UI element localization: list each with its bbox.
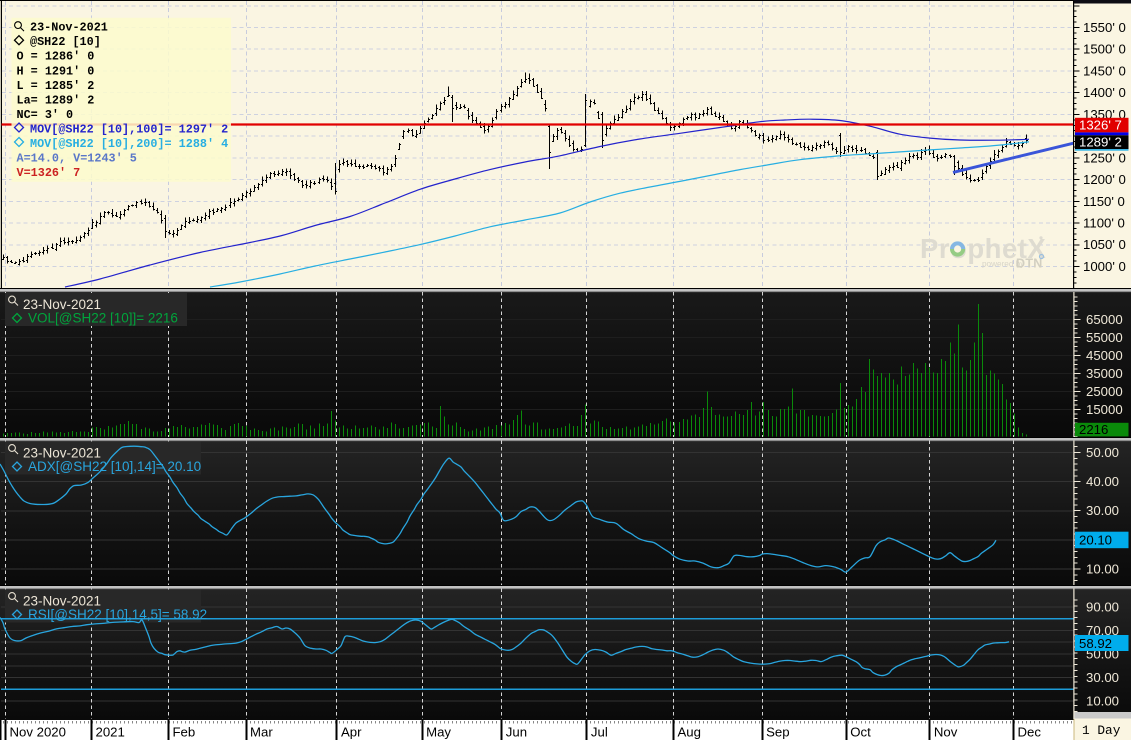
svg-text:58.92: 58.92: [1079, 636, 1112, 651]
svg-text:Feb: Feb: [173, 725, 196, 740]
svg-text:Aug: Aug: [678, 725, 701, 740]
svg-text:A=14.0, V=1243' 5: A=14.0, V=1243' 5: [17, 152, 137, 166]
svg-text:1 Day: 1 Day: [1082, 723, 1121, 738]
svg-text:NC= 3' 0: NC= 3' 0: [17, 108, 74, 122]
svg-text:10.00: 10.00: [1086, 694, 1119, 709]
svg-text:55000: 55000: [1086, 330, 1123, 345]
svg-text:23-Nov-2021: 23-Nov-2021: [23, 594, 101, 609]
svg-text:Jun: Jun: [506, 725, 527, 740]
svg-text:1400' 0: 1400' 0: [1083, 85, 1126, 100]
svg-text:Jul: Jul: [591, 725, 608, 740]
svg-text:70.00: 70.00: [1086, 623, 1119, 638]
svg-text:1326' 7: 1326' 7: [1079, 118, 1122, 133]
svg-text:23-Nov-2021: 23-Nov-2021: [23, 446, 101, 461]
svg-text:1100' 0: 1100' 0: [1083, 216, 1125, 231]
svg-text:1150' 0: 1150' 0: [1083, 194, 1125, 209]
svg-text:O = 1286' 0: O = 1286' 0: [17, 50, 95, 64]
svg-text:ADX[@SH22 [10],14]= 20.10: ADX[@SH22 [10],14]= 20.10: [28, 459, 201, 474]
svg-text:1500' 0: 1500' 0: [1083, 42, 1126, 57]
svg-text:Dec: Dec: [1018, 725, 1042, 740]
svg-text:H = 1291' 0: H = 1291' 0: [17, 64, 95, 78]
svg-text:90.00: 90.00: [1086, 600, 1119, 615]
svg-text:1050' 0: 1050' 0: [1083, 237, 1126, 252]
svg-text:ProphetX: ProphetX: [920, 233, 1046, 264]
svg-text:La= 1289' 2: La= 1289' 2: [17, 93, 95, 107]
svg-text:V=1326' 7: V=1326' 7: [17, 166, 81, 180]
svg-text:VOL[@SH22 [10]]= 2216: VOL[@SH22 [10]]= 2216: [28, 311, 178, 326]
svg-text:1200' 0: 1200' 0: [1083, 172, 1126, 187]
svg-text:35000: 35000: [1086, 366, 1123, 381]
svg-text:MOV[@SH22 [10],200]= 1288' 4: MOV[@SH22 [10],200]= 1288' 4: [30, 137, 228, 151]
svg-text:L = 1285' 2: L = 1285' 2: [17, 79, 95, 93]
svg-text:Sep: Sep: [766, 725, 789, 740]
svg-text:MOV[@SH22 [10],100]= 1297' 2: MOV[@SH22 [10],100]= 1297' 2: [30, 123, 228, 137]
svg-text:45000: 45000: [1086, 348, 1123, 363]
svg-text:Apr: Apr: [341, 725, 362, 740]
svg-text:Nov: Nov: [934, 725, 958, 740]
svg-text:Nov 2020: Nov 2020: [10, 725, 66, 740]
svg-text:1250' 0: 1250' 0: [1083, 150, 1126, 165]
svg-text:2021: 2021: [96, 725, 125, 740]
svg-text:1289' 2: 1289' 2: [1079, 134, 1122, 149]
svg-text:23-Nov-2021: 23-Nov-2021: [23, 297, 101, 312]
svg-text:1000' 0: 1000' 0: [1083, 259, 1126, 274]
svg-text:powered by: powered by: [982, 260, 1025, 269]
svg-text:65000: 65000: [1086, 312, 1123, 327]
svg-text:DTN: DTN: [1016, 257, 1043, 271]
svg-text:50.00: 50.00: [1086, 445, 1119, 460]
svg-text:1450' 0: 1450' 0: [1083, 64, 1126, 79]
svg-text:40.00: 40.00: [1086, 474, 1119, 489]
svg-text:10.00: 10.00: [1086, 562, 1119, 577]
svg-text:1550' 0: 1550' 0: [1083, 20, 1126, 35]
svg-text:@SH22 [10]: @SH22 [10]: [30, 35, 101, 49]
svg-text:RSI[@SH22 [10],14,5]= 58.92: RSI[@SH22 [10],14,5]= 58.92: [28, 607, 207, 622]
svg-text:20.10: 20.10: [1079, 533, 1112, 548]
svg-text:May: May: [426, 725, 451, 740]
svg-text:15000: 15000: [1086, 402, 1123, 417]
svg-text:Mar: Mar: [250, 725, 273, 740]
svg-text:Oct: Oct: [850, 725, 871, 740]
svg-text:2216: 2216: [1079, 422, 1108, 437]
svg-text:23-Nov-2021: 23-Nov-2021: [30, 21, 108, 35]
svg-text:30.00: 30.00: [1086, 670, 1119, 685]
svg-text:25000: 25000: [1086, 384, 1123, 399]
svg-text:30.00: 30.00: [1086, 503, 1119, 518]
